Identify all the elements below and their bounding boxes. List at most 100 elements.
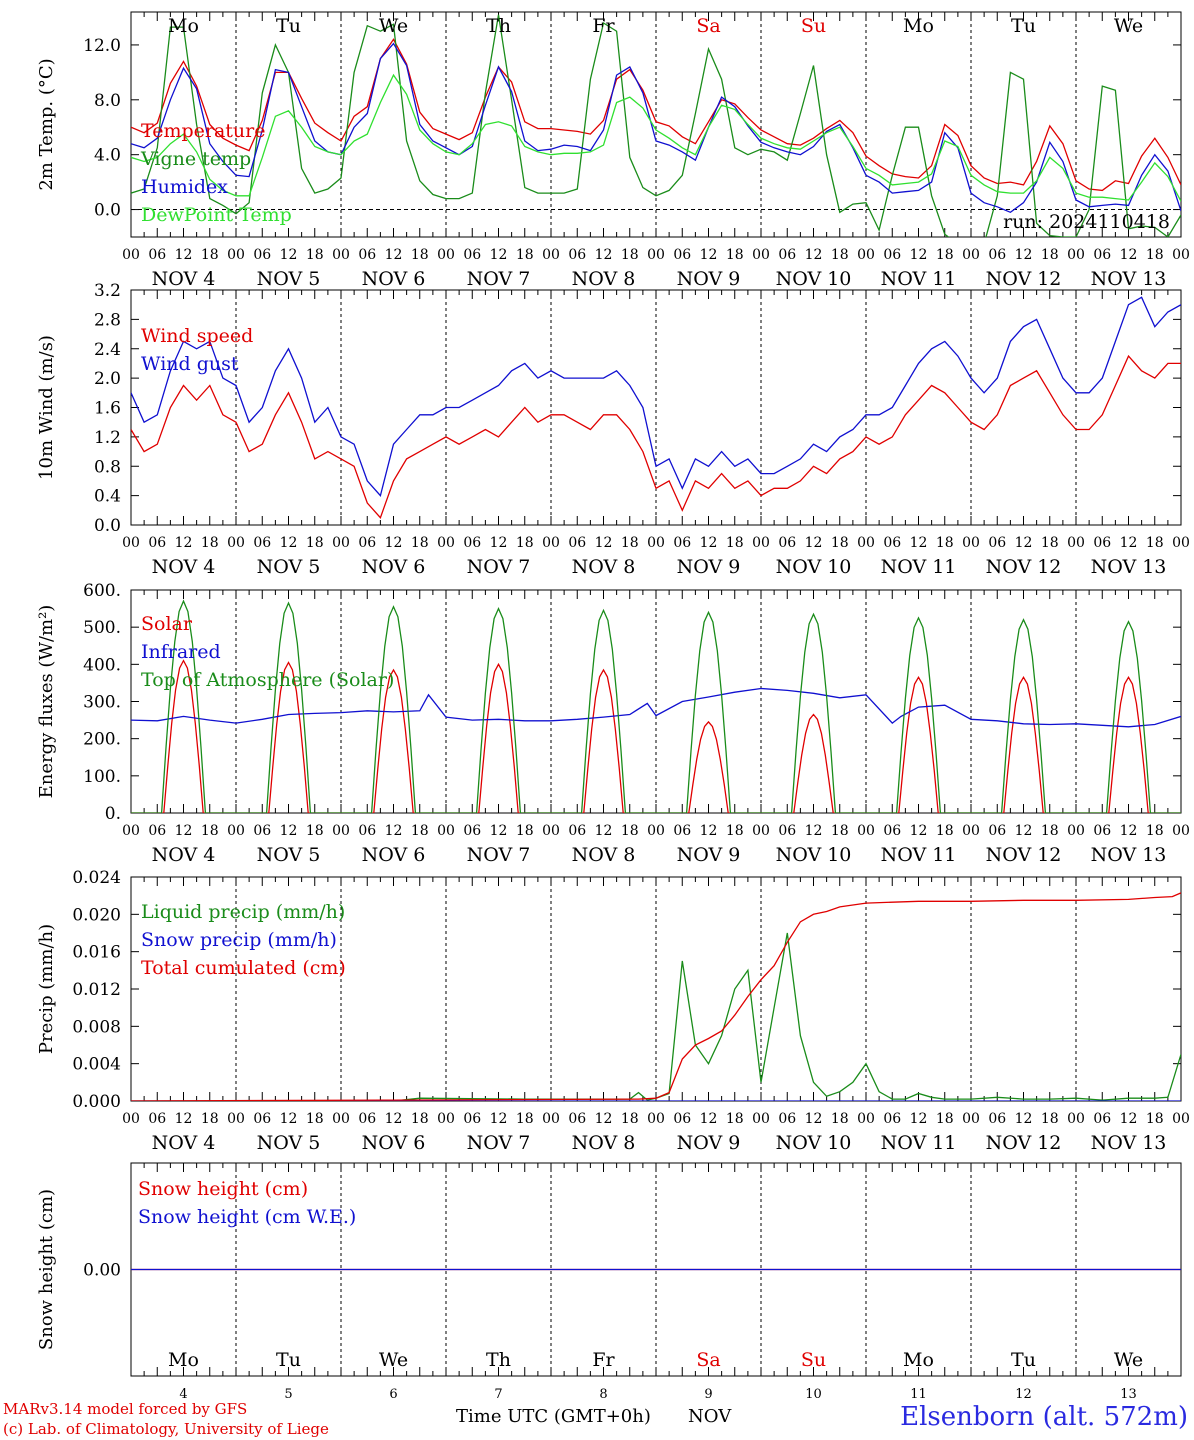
hour-tick-label: 12	[700, 535, 718, 551]
hour-tick-label: 06	[883, 247, 901, 263]
hour-tick-label: 12	[700, 1111, 718, 1127]
hour-tick-label: 00	[542, 823, 560, 839]
hour-tick-label: 18	[621, 247, 639, 263]
hour-tick-label: 06	[253, 1111, 271, 1127]
date-label: NOV 13	[1091, 844, 1167, 866]
hour-tick-label: 18	[831, 535, 849, 551]
hour-tick-label: 18	[831, 247, 849, 263]
hour-tick-label: 12	[1120, 247, 1138, 263]
weekday-label: We	[1114, 15, 1143, 37]
hour-tick-label: 06	[568, 247, 586, 263]
weekday-label: Mo	[903, 1349, 934, 1371]
hour-tick-label: 00	[542, 247, 560, 263]
date-label: NOV 11	[881, 556, 957, 578]
date-label: NOV 10	[776, 268, 852, 290]
hour-tick-label: 18	[1041, 823, 1059, 839]
hour-tick-label: 12	[910, 535, 928, 551]
hour-tick-label: 06	[988, 1111, 1006, 1127]
hour-tick-label: 00	[122, 823, 140, 839]
hour-tick-label: 00	[1172, 535, 1190, 551]
date-label: NOV 6	[362, 844, 426, 866]
panel-5: 0.00 Snow height (cm) Snow height (cm) Snow…	[36, 1162, 1182, 1402]
hour-tick-label: 06	[778, 1111, 796, 1127]
y-tick-label: 1.6	[94, 399, 121, 419]
y-tick-label: 3.2	[94, 281, 121, 301]
time-axis-title: Time UTC (GMT+0h)	[456, 1406, 651, 1427]
hour-tick-label: 12	[805, 247, 823, 263]
hour-tick-label: 06	[778, 823, 796, 839]
hour-tick-label: 12	[595, 535, 613, 551]
day-number-label: 6	[389, 1387, 397, 1402]
hour-tick-label: 12	[385, 247, 403, 263]
date-label: NOV 5	[257, 268, 321, 290]
series-group	[131, 892, 1181, 1101]
hour-tick-label: 12	[280, 247, 298, 263]
hour-tick-label: 00	[857, 1111, 875, 1127]
series-group	[131, 599, 1181, 813]
hour-tick-label: 00	[962, 247, 980, 263]
hour-tick-label: 18	[306, 1111, 324, 1127]
date-label: NOV 7	[467, 844, 531, 866]
hour-tick-label: 18	[201, 823, 219, 839]
hour-tick-label: 18	[516, 1111, 534, 1127]
date-label: NOV 5	[257, 844, 321, 866]
panel-4: 0.000 0.004 0.008 0.012 0.016 0.020 0.024 Preci…	[36, 868, 1190, 1154]
series-liquid-precip-mm-h	[131, 932, 1181, 1101]
hour-tick-label: 00	[1172, 1111, 1190, 1127]
y-tick-label: 100.	[83, 767, 121, 787]
y-tick-label: 0.024	[72, 868, 121, 888]
hour-tick-label: 06	[148, 535, 166, 551]
legend-snow-precip-mm-h: Snow precip (mm/h)	[141, 929, 337, 951]
legend-infrared: Infrared	[141, 641, 221, 663]
y-tick-label: 300.	[83, 693, 121, 713]
legend-dewpoint-temp: DewPoint Temp	[141, 204, 292, 226]
hour-tick-label: 06	[673, 535, 691, 551]
weekday-label: Mo	[903, 15, 934, 37]
weekday-label: Tu	[276, 15, 301, 37]
y-tick-label: 2.0	[94, 369, 121, 389]
hour-tick-label: 18	[201, 535, 219, 551]
hour-tick-label: 06	[988, 823, 1006, 839]
y-tick-label: 600.	[83, 581, 121, 601]
weekday-label: We	[1114, 1349, 1143, 1371]
hour-tick-label: 06	[463, 823, 481, 839]
hour-tick-label: 06	[673, 823, 691, 839]
day-number-label: 5	[284, 1387, 292, 1402]
plot-frame	[130, 589, 1182, 814]
panel-3: 0. 100. 200. 300. 400. 500. 600. Energy fluxes …	[36, 581, 1190, 866]
date-label: NOV 7	[467, 1132, 531, 1154]
hour-tick-label: 12	[1120, 535, 1138, 551]
date-label: NOV 12	[986, 268, 1062, 290]
y-tick-label: 2.8	[94, 310, 121, 330]
hour-tick-label: 00	[437, 823, 455, 839]
hour-tick-label: 00	[962, 535, 980, 551]
hour-tick-label: 12	[595, 823, 613, 839]
weekday-label: Su	[801, 1349, 826, 1371]
series-dewpoint-temp	[131, 73, 1181, 202]
y-tick-label: 0.8	[94, 457, 121, 477]
panel-1: 0.0 4.0 8.0 12.0 2m Temp. (°C) Temperature Vig…	[36, 11, 1190, 290]
legend-total-cumulated-cm: Total cumulated (cm)	[141, 957, 346, 979]
hour-tick-label: 18	[411, 535, 429, 551]
hour-tick-label: 12	[175, 823, 193, 839]
y-tick-label: 400.	[83, 655, 121, 675]
date-label: NOV 13	[1091, 1132, 1167, 1154]
hour-tick-label: 18	[621, 823, 639, 839]
hour-tick-label: 12	[385, 1111, 403, 1127]
hour-tick-label: 12	[1015, 823, 1033, 839]
y-tick-label: 0.0	[94, 201, 121, 221]
hour-tick-label: 12	[490, 1111, 508, 1127]
station-name: Elsenborn (alt. 572m)	[900, 1402, 1188, 1432]
hour-tick-label: 12	[595, 1111, 613, 1127]
date-label: NOV 11	[881, 1132, 957, 1154]
date-label: NOV 8	[572, 844, 636, 866]
series-infrared	[131, 687, 1181, 728]
hour-tick-label: 06	[463, 247, 481, 263]
hour-tick-label: 00	[647, 823, 665, 839]
hour-tick-label: 18	[726, 1111, 744, 1127]
weekday-label: Tu	[276, 1349, 301, 1371]
legend-temperature: Temperature	[141, 120, 265, 142]
hour-tick-label: 00	[227, 247, 245, 263]
hour-tick-label: 12	[385, 535, 403, 551]
hour-tick-label: 18	[1146, 535, 1164, 551]
